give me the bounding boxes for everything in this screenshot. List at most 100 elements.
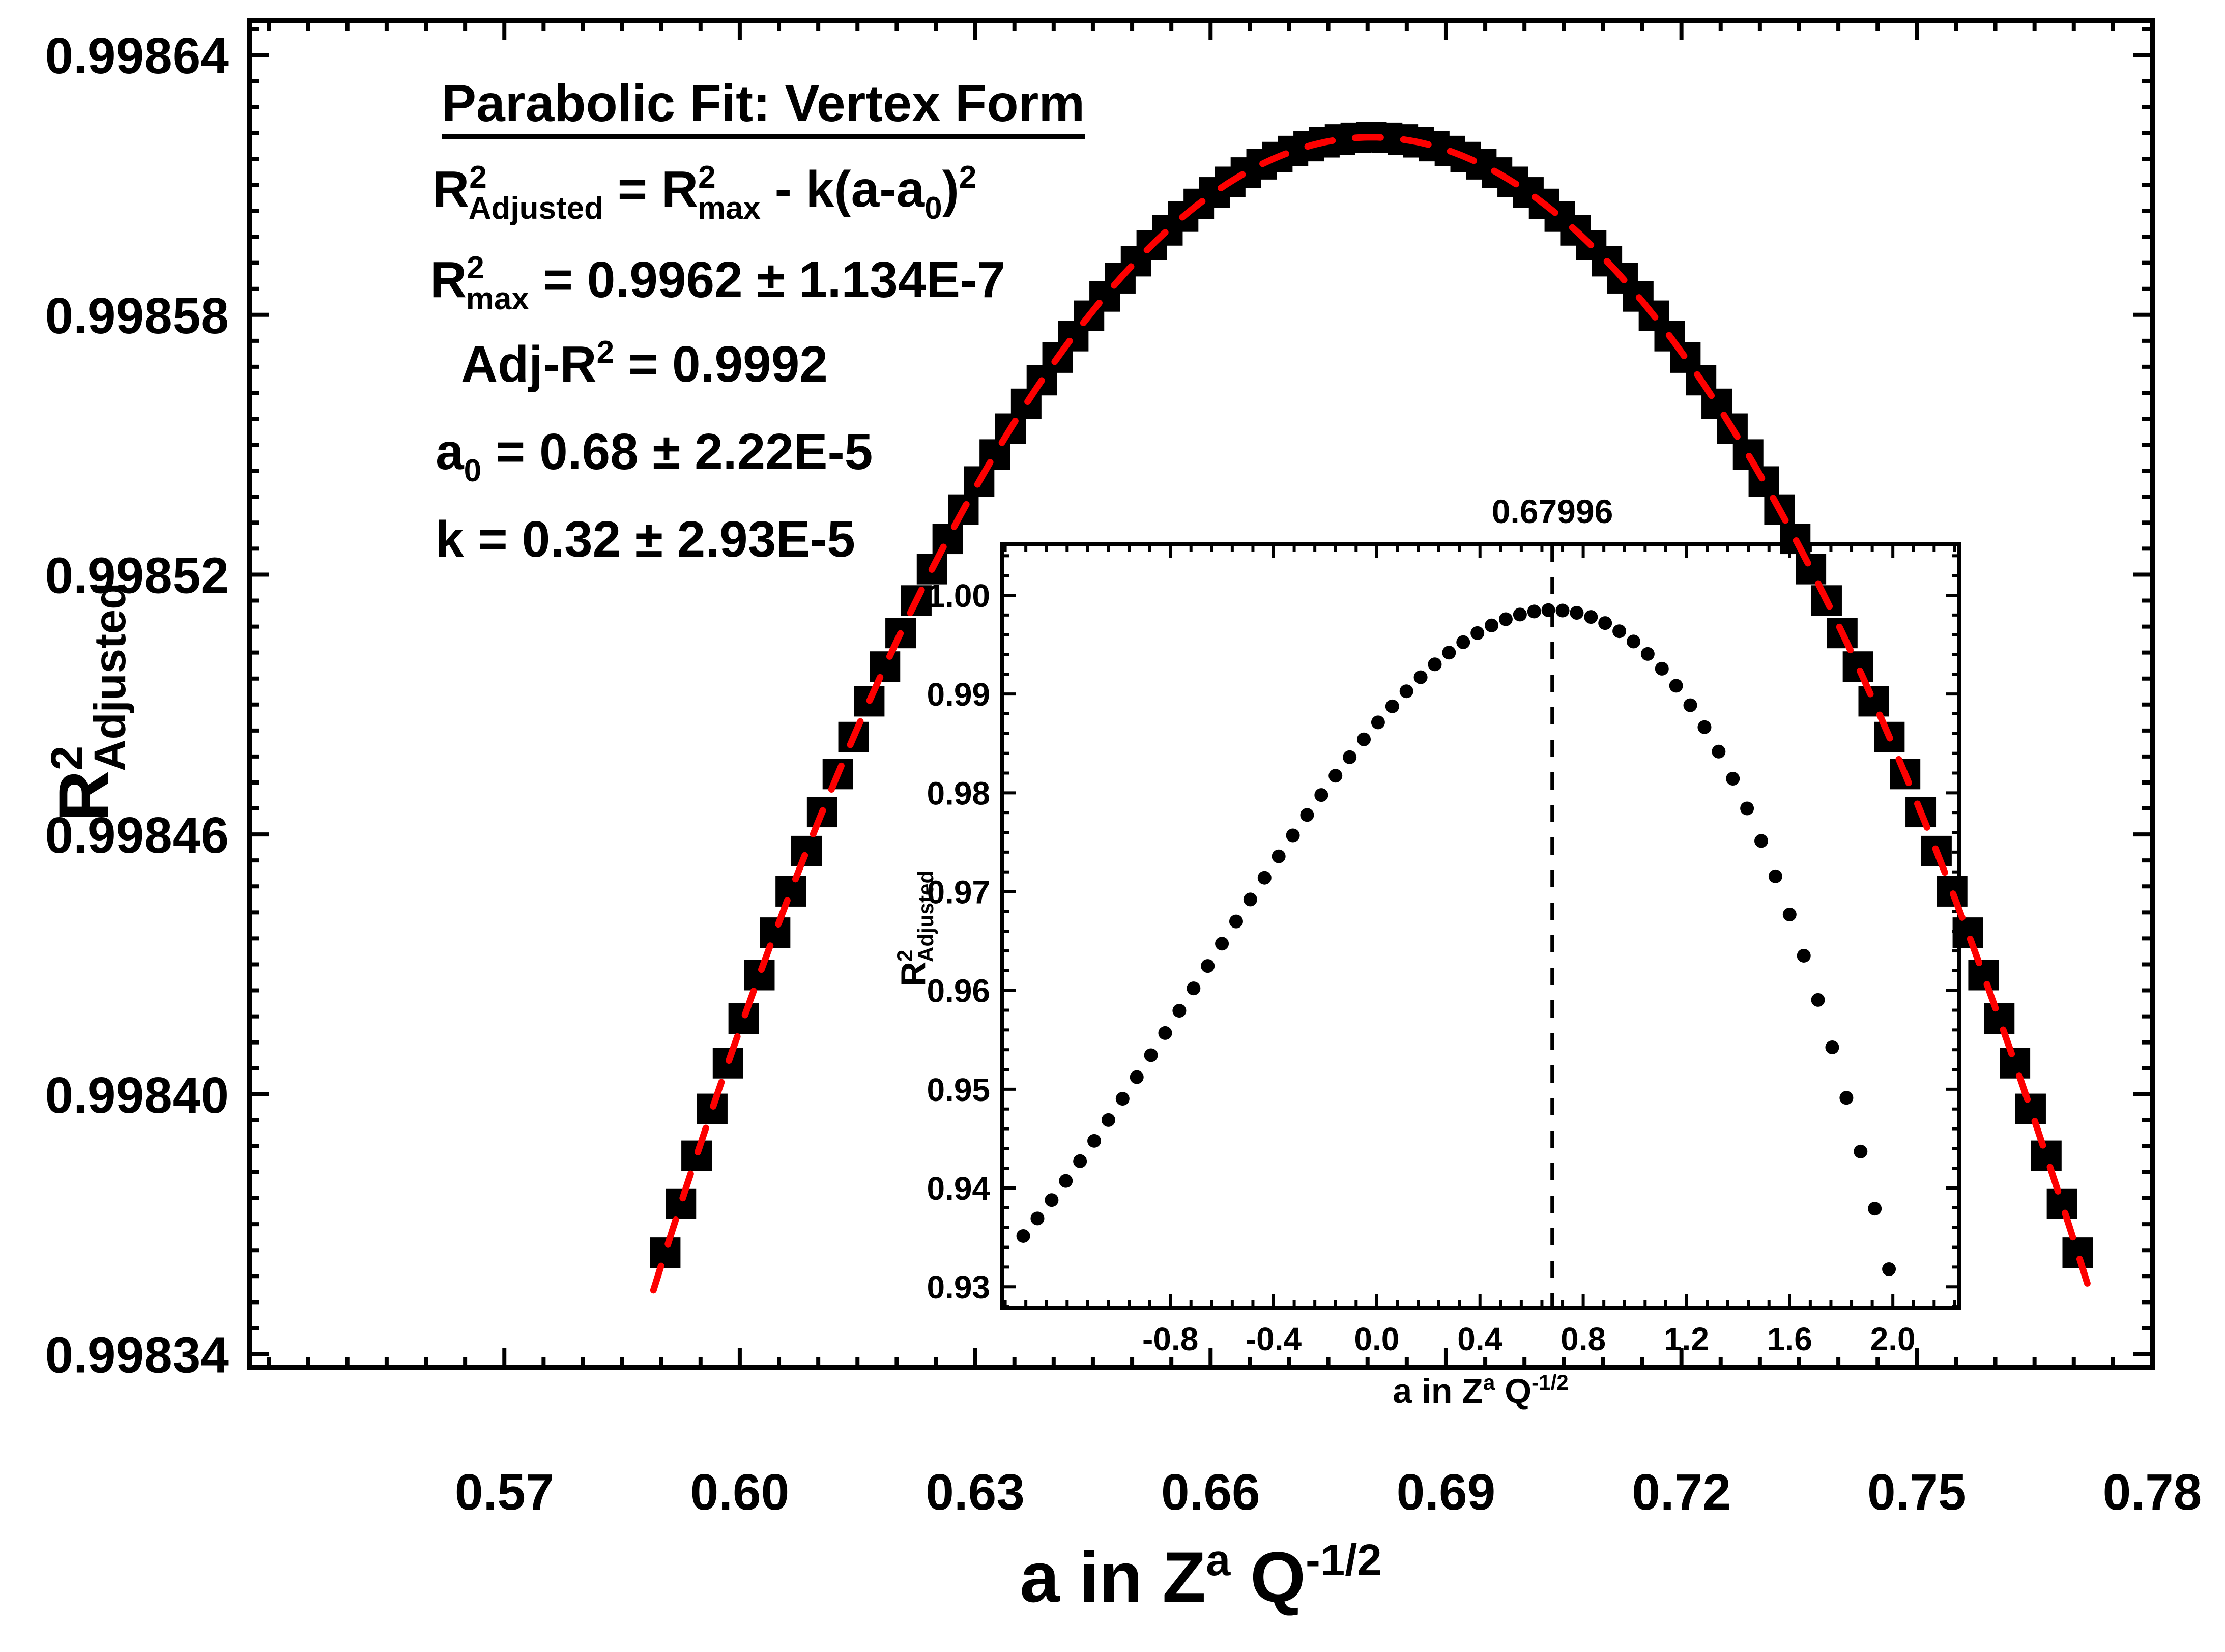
ytitle-sub-adjusted: Adjusted: [85, 582, 135, 772]
inset-data-point: [1598, 616, 1612, 630]
inset-data-point: [1201, 959, 1215, 973]
data-point-square: [1796, 554, 1827, 585]
inset-data-point: [1286, 828, 1300, 843]
inset-x-tick-label: 0.4: [1457, 1321, 1502, 1357]
inset-xtitle-sup-a: a: [1483, 1370, 1495, 1395]
data-point-square: [744, 960, 775, 991]
inset-data-point: [1712, 744, 1726, 759]
data-point-square: [2015, 1093, 2046, 1124]
main-y-tick-label: 0.99852: [45, 547, 229, 604]
inset-data-point: [1229, 914, 1243, 929]
a0-value: = 0.68 ± 2.22E-5: [481, 423, 873, 480]
inset-data-point: [1144, 1048, 1158, 1062]
inset-data-point: [1413, 670, 1428, 684]
fit-line: [650, 134, 2091, 1294]
inset-data-point: [1555, 603, 1570, 618]
inset-y-axis-title: R2Adjusted: [892, 871, 938, 987]
inset-data-point: [1825, 1040, 1839, 1054]
main-y-axis-title: R2Adjusted: [42, 583, 135, 822]
inset-data-point: [1215, 937, 1229, 951]
data-point-square: [1748, 466, 1779, 497]
main-y-tick-label: 0.99834: [45, 1326, 229, 1383]
data-point-square: [979, 439, 1010, 470]
annotation-title: Parabolic Fit: Vertex Form: [442, 77, 1085, 139]
eq-R: R: [432, 161, 470, 218]
inset-data-point: [1498, 612, 1513, 626]
eq-sub0: 0: [924, 190, 942, 226]
annotation-rmax: R2max = 0.9962 ± 1.134E-7: [430, 251, 1005, 314]
inset-data-point: [1343, 750, 1357, 764]
inset-frame: [1000, 542, 1961, 1310]
inset-xtitle-a-in-Z: a in Z: [1393, 1372, 1483, 1410]
xtitle-a-in-Z: a in Z: [1020, 1537, 1206, 1617]
adj-value: = 0.9992: [614, 336, 828, 393]
eq-sub-adjusted: Adjusted: [468, 190, 603, 226]
inset-data-point: [1839, 1091, 1854, 1105]
inset-data-point: [1073, 1154, 1087, 1168]
inset-data-point: [1612, 624, 1627, 639]
inset-vertex-label: 0.67996: [1491, 492, 1613, 530]
xtitle-sup-half: -1/2: [1306, 1535, 1382, 1585]
data-point-square: [1968, 960, 1999, 991]
data-point-square: [1858, 686, 1889, 717]
eq-minus-k: - k(a-a: [760, 161, 925, 218]
inset-data-point: [1541, 603, 1555, 617]
inset-data-point: [1087, 1134, 1102, 1148]
inset-data-point: [1158, 1026, 1172, 1040]
eq-sup2: 2: [469, 159, 487, 195]
inset-data-point: [1655, 661, 1669, 676]
inset-x-axis-title: a in Za Q-1/2: [1393, 1370, 1569, 1410]
inset-data-point: [1640, 647, 1655, 661]
inset-ytitle-sup2: 2: [892, 949, 917, 962]
inset-x-tick-label: 0.0: [1354, 1321, 1399, 1357]
rmax-R: R: [430, 251, 467, 308]
inset-data-point: [1485, 618, 1499, 632]
main-y-tick-label: 0.99858: [45, 287, 229, 344]
inset-data-point: [1782, 907, 1797, 921]
inset-data-point: [1584, 610, 1598, 624]
annotation-k: k = 0.32 ± 2.93E-5: [436, 514, 855, 565]
main-y-tick-label: 0.99846: [45, 807, 229, 864]
data-point-square: [1952, 917, 1983, 948]
inset-data-point: [1385, 699, 1399, 713]
inset-data-point: [1016, 1229, 1030, 1243]
inset-data-point: [1626, 634, 1640, 649]
main-x-tick-label: 0.57: [455, 1464, 554, 1521]
inset-xtitle-Q: Q: [1495, 1372, 1532, 1410]
inset-data-point: [1768, 869, 1782, 883]
k-value: k = 0.32 ± 2.93E-5: [436, 511, 855, 568]
inset-data-point: [1797, 948, 1811, 963]
xtitle-sup-a: a: [1205, 1535, 1231, 1585]
inset-data-point: [1868, 1202, 1882, 1216]
inset-data-point: [1697, 720, 1712, 734]
inset-data-point: [1300, 808, 1314, 822]
main-x-tick-label: 0.63: [926, 1464, 1025, 1521]
inset-y-tick-label: 0.97: [927, 874, 990, 911]
data-point-square: [1842, 651, 1873, 682]
inset-y-tick-label: 0.96: [927, 973, 990, 1009]
main-y-tick-label: 0.99840: [45, 1067, 229, 1124]
eq-sup2c: 2: [959, 159, 977, 195]
ytitle-sup2: 2: [42, 745, 92, 771]
eq-sub-max: max: [697, 190, 761, 226]
inset-data-point: [1513, 607, 1527, 622]
inset-ytitle-sub-adjusted: Adjusted: [914, 870, 938, 963]
inset-y-tick-label: 0.94: [927, 1170, 990, 1207]
inset-data-point: [1882, 1262, 1896, 1276]
eq-sup2b: 2: [698, 159, 716, 195]
eq-equals-R: = R: [603, 161, 699, 218]
inset-ytitle-R: R: [894, 962, 933, 987]
adj-label: Adj-R: [461, 336, 597, 393]
data-point-square: [870, 651, 901, 682]
inset-xtitle-sup-half: -1/2: [1532, 1370, 1569, 1395]
data-point-square: [2000, 1048, 2031, 1079]
inset-data-point: [1527, 604, 1541, 619]
a0-sub0: 0: [464, 453, 482, 488]
inset-data-point: [1328, 769, 1343, 783]
data-point-square: [1984, 1003, 2015, 1034]
inset-data-point: [1314, 788, 1328, 802]
data-point-square: [791, 835, 822, 866]
inset-y-tick-label: 0.95: [927, 1071, 990, 1108]
